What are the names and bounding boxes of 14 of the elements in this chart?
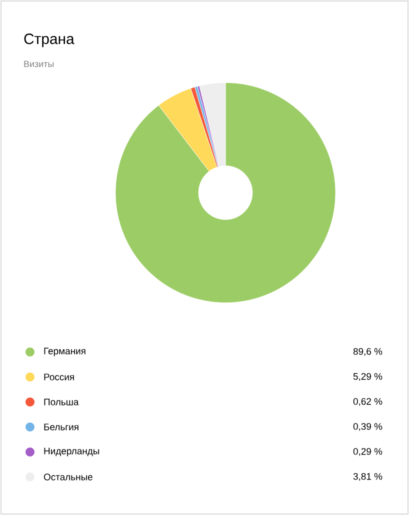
legend-label: Бельгия (44, 424, 78, 430)
data-label: 89,6 % (353, 348, 382, 356)
legend-label: Нидерланды (44, 448, 100, 456)
legend-label: Остальные (44, 474, 92, 480)
chart-subtitle: Визиты (24, 60, 54, 68)
chart-title: Страна (24, 34, 74, 48)
data-label: 0,39 % (353, 423, 382, 431)
legend-label: Польша (44, 398, 79, 406)
data-label: 5,29 % (353, 373, 382, 381)
data-label: 0,62 % (353, 398, 382, 406)
legend-label: Германия (44, 348, 86, 356)
data-label: 0,29 % (353, 448, 382, 456)
data-label: 3,81 % (353, 473, 382, 481)
legend-label: Россия (44, 374, 74, 380)
